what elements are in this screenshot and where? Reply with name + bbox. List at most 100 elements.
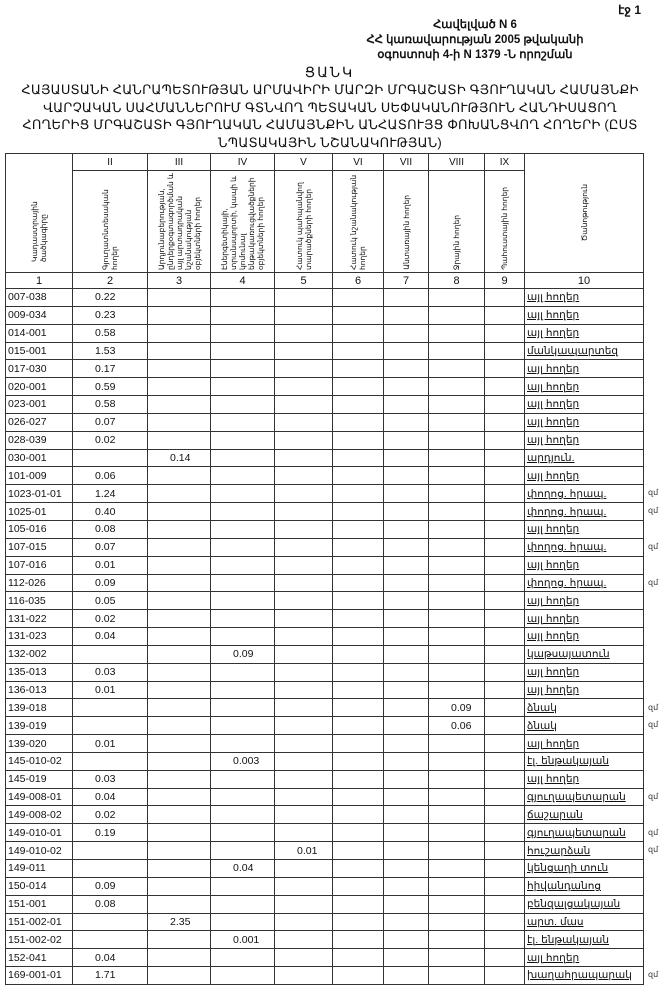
area-cell-col-3 (147, 716, 211, 736)
table-row: 101-009 0.06 այլ հողեր (5, 466, 644, 486)
area-cell-col-5 (274, 395, 333, 414)
margin-mark: զմ (648, 845, 659, 855)
area-cell-col-7 (383, 573, 429, 593)
area-cell-col-6 (332, 876, 384, 896)
table-row: 116-035 0.05 այլ հողեր (5, 591, 644, 611)
area-cell-col-2: 0.01 (72, 680, 148, 700)
annex-line-2: ՀՀ կառավարության 2005 թվականի (366, 34, 584, 46)
area-cell-col-5 (274, 734, 333, 753)
margin-mark: զմ (648, 488, 659, 498)
area-cell-col-4 (210, 502, 275, 521)
area-cell-col-6 (332, 662, 384, 682)
cadastral-code: 149-008-02 (5, 805, 73, 825)
area-cell-col-9 (484, 288, 525, 307)
area-cell-col-7 (383, 734, 429, 753)
area-cell-col-4 (210, 912, 275, 932)
area-cell-col-6 (332, 323, 384, 343)
area-cell-col-5 (274, 341, 333, 361)
table-row: 017-030 0.17 այլ հողեր (5, 359, 644, 379)
area-cell-col-7 (383, 698, 429, 718)
area-cell-col-8 (428, 966, 485, 985)
area-cell-col-8 (428, 502, 485, 521)
area-cell-col-7 (383, 377, 429, 397)
note-cell: հիվանդանոց (524, 876, 644, 896)
area-cell-col-7 (383, 787, 429, 807)
area-cell-col-8 (428, 395, 485, 414)
column-number: 7 (383, 272, 429, 289)
area-cell-col-6 (332, 537, 384, 557)
area-cell-col-9 (484, 716, 525, 736)
roman-numeral: VIII (428, 153, 485, 171)
area-cell-col-6 (332, 555, 384, 575)
area-cell-col-8 (428, 930, 485, 950)
column-header-9: Պահուստային հողեր (484, 170, 525, 273)
area-cell-col-5 (274, 716, 333, 736)
note-cell: գյուղապետարան (524, 787, 644, 807)
area-cell-col-8 (428, 609, 485, 629)
column-number-row: 1 2 3 4 5 6 7 8 9 10 (5, 272, 644, 289)
area-cell-col-8 (428, 359, 485, 379)
area-cell-col-7 (383, 662, 429, 682)
area-cell-col-8 (428, 894, 485, 914)
area-cell-col-7 (383, 644, 429, 664)
table-row: 152-041 0.04 այլ հողեր (5, 948, 644, 968)
area-cell-col-4 (210, 395, 275, 414)
area-cell-col-7 (383, 484, 429, 504)
table-row: 030-001 0.14 արդյուն. (5, 448, 644, 468)
area-cell-col-5 (274, 769, 333, 789)
area-cell-col-9 (484, 662, 525, 682)
cadastral-code: 150-014 (5, 876, 73, 896)
area-cell-col-6 (332, 395, 384, 414)
area-cell-col-6 (332, 698, 384, 718)
area-cell-col-6 (332, 448, 384, 468)
area-cell-col-3 (147, 698, 211, 718)
area-cell-col-8 (428, 662, 485, 682)
table-row: 145-019 0.03 այլ հողեր (5, 769, 644, 789)
area-cell-col-4 (210, 609, 275, 629)
area-cell-col-3 (147, 412, 211, 432)
note-cell: խաղահրապարակ (524, 966, 644, 985)
note-cell: փողոց. հրապ. (524, 502, 644, 521)
note-cell: այլ հողեր (524, 680, 644, 700)
area-cell-col-7 (383, 805, 429, 825)
area-cell-col-3: 0.14 (147, 448, 211, 468)
area-cell-col-6 (332, 716, 384, 736)
area-cell-col-8 (428, 305, 485, 325)
area-cell-col-6 (332, 591, 384, 611)
area-cell-col-9 (484, 734, 525, 753)
note-cell: հուշարձան (524, 841, 644, 860)
note-cell: այլ հողեր (524, 412, 644, 432)
cadastral-code: 152-041 (5, 948, 73, 968)
note-cell: կաթսայատուն (524, 644, 644, 664)
column-number: 3 (147, 272, 211, 289)
area-cell-col-5 (274, 519, 333, 539)
table-row: 139-019 0.06 ձնակ (5, 716, 644, 736)
area-cell-col-3 (147, 573, 211, 593)
area-cell-col-6 (332, 894, 384, 914)
area-cell-col-2: 0.04 (72, 787, 148, 807)
column-header-1: Կադաստրային ծածկագիրը (5, 153, 73, 273)
table-row: 023-001 0.58 այլ հողեր (5, 395, 644, 414)
area-cell-col-4 (210, 823, 275, 843)
area-cell-col-9 (484, 680, 525, 700)
cadastral-code: 014-001 (5, 323, 73, 343)
area-cell-col-5 (274, 555, 333, 575)
note-cell: այլ հողեր (524, 430, 644, 450)
area-cell-col-8 (428, 412, 485, 432)
area-cell-col-5 (274, 627, 333, 646)
cadastral-code: 107-015 (5, 537, 73, 557)
area-cell-col-8: 0.09 (428, 698, 485, 718)
table-row: 149-008-02 0.02 ճաշարան (5, 805, 644, 825)
land-table: Կադաստրային ծածկագիրը II III IV V VI VII VIII IX… (5, 153, 644, 985)
area-cell-col-7 (383, 680, 429, 700)
cadastral-code: 105-016 (5, 519, 73, 539)
area-cell-col-8 (428, 377, 485, 397)
table-row: 151-002-02 0.001 էլ. ենթակայան (5, 930, 644, 950)
table-row: 020-001 0.59 այլ հողեր (5, 377, 644, 397)
area-cell-col-3 (147, 841, 211, 860)
area-cell-col-5 (274, 359, 333, 379)
area-cell-col-4 (210, 323, 275, 343)
area-cell-col-2 (72, 912, 148, 932)
area-cell-col-9 (484, 698, 525, 718)
area-cell-col-3 (147, 341, 211, 361)
